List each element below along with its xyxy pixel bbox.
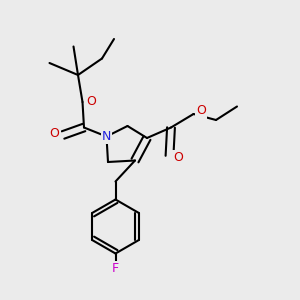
Text: O: O — [173, 151, 183, 164]
Text: O: O — [86, 95, 96, 108]
Text: O: O — [50, 127, 59, 140]
Text: O: O — [196, 104, 206, 118]
Text: F: F — [112, 262, 119, 275]
Text: N: N — [102, 130, 111, 143]
